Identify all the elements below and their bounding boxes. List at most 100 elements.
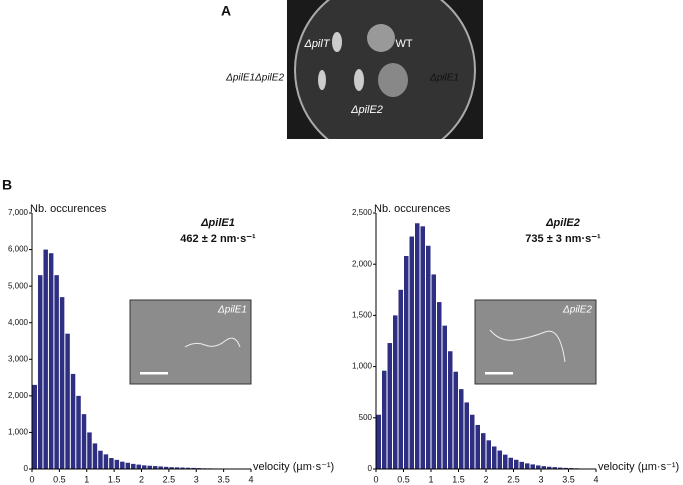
bar [54,275,59,469]
bar [453,371,458,469]
bar [169,467,174,469]
bar [98,450,103,469]
bar [81,414,87,469]
bar [409,236,414,469]
bar [481,433,486,469]
bar [442,325,447,469]
y-tick-label: 1,000 [8,428,29,437]
bar [109,458,114,469]
bar [437,302,442,469]
scale-bar [485,372,513,375]
bar [514,459,519,469]
bar [131,463,136,469]
x-tick-label: 0.5 [397,474,410,484]
bar [87,432,92,469]
y-tick-label: 7,000 [8,208,29,217]
bar [552,467,557,469]
x-tick-label: 1 [428,474,433,484]
bar [70,373,76,469]
bar [519,461,524,469]
bar [431,274,436,469]
photo-label: ΔpilE2 [350,104,383,116]
bar [404,256,409,469]
x-tick-label: 2 [483,474,488,484]
bar [152,466,158,469]
bar [65,333,70,469]
x-tick-label: 2.5 [163,474,176,484]
bar [475,424,480,469]
x-tick-label: 3.5 [562,474,575,484]
x-tick-label: 3.5 [217,474,230,484]
bar [420,226,425,469]
y-tick-label: 1,500 [352,311,373,320]
colony [367,24,395,52]
y-tick-label: 4,000 [8,318,29,327]
bar [508,457,513,469]
photo-label: ΔpilE1 [429,73,459,84]
bar [92,443,98,469]
y-tick-label: 2,000 [352,259,373,268]
bar [48,253,54,469]
photo-label: WT [395,38,412,50]
colony [332,32,342,52]
y-tick-label: 2,000 [8,391,29,400]
y-axis-label: Nb. occurences [30,203,107,215]
bar [464,402,469,469]
bar [37,275,43,469]
bar [530,464,535,469]
bar [497,450,502,469]
y-tick-label: 2,500 [352,208,373,217]
bar [142,465,147,469]
bar [470,414,475,469]
bar [163,466,169,469]
annotation-value: 462 ± 2 nm·s⁻¹ [180,233,256,245]
bar [103,454,109,469]
inset-image [474,299,597,385]
x-tick-label: 3 [538,474,543,484]
bar [147,465,152,469]
bar [59,297,65,469]
bar [563,467,568,469]
x-tick-label: 2 [139,474,144,484]
bar [448,351,453,469]
x-tick-label: 0.5 [53,474,66,484]
annotation-value: 735 ± 3 nm·s⁻¹ [525,233,601,245]
bar [185,467,191,469]
x-tick-label: 1 [84,474,89,484]
bar [393,315,398,469]
x-tick-label: 1.5 [452,474,465,484]
bar [558,467,563,469]
x-axis-label: velocity (µm·s⁻¹) [598,461,679,473]
photo-label: ΔpilE1ΔpilE2 [225,73,284,84]
x-tick-label: 2.5 [507,474,520,484]
bar [76,395,81,469]
bar [32,384,37,469]
y-tick-label: 6,000 [8,245,29,254]
bar [525,463,530,469]
colony [318,70,326,90]
y-tick-label: 1,000 [352,362,373,371]
x-tick-label: 4 [593,474,598,484]
scale-bar [140,372,168,375]
inset-trace [489,329,566,363]
bar [503,454,508,469]
bar [43,249,48,469]
photo-label: ΔpilT [303,38,330,50]
y-tick-label: 0 [368,464,373,473]
bar [376,414,381,469]
bar [547,466,552,469]
bar [459,389,464,469]
bar [492,446,497,469]
inset-label: ΔpilE1 [217,305,247,316]
inset-image [129,299,252,385]
annotation-title: ΔpilE2 [545,217,580,229]
panel-label: B [2,177,12,193]
bar [426,245,431,469]
bar [382,370,387,469]
bar [158,466,163,469]
y-tick-label: 3,000 [8,354,29,363]
bar [387,343,392,469]
bar [120,461,125,469]
bar [536,465,541,469]
